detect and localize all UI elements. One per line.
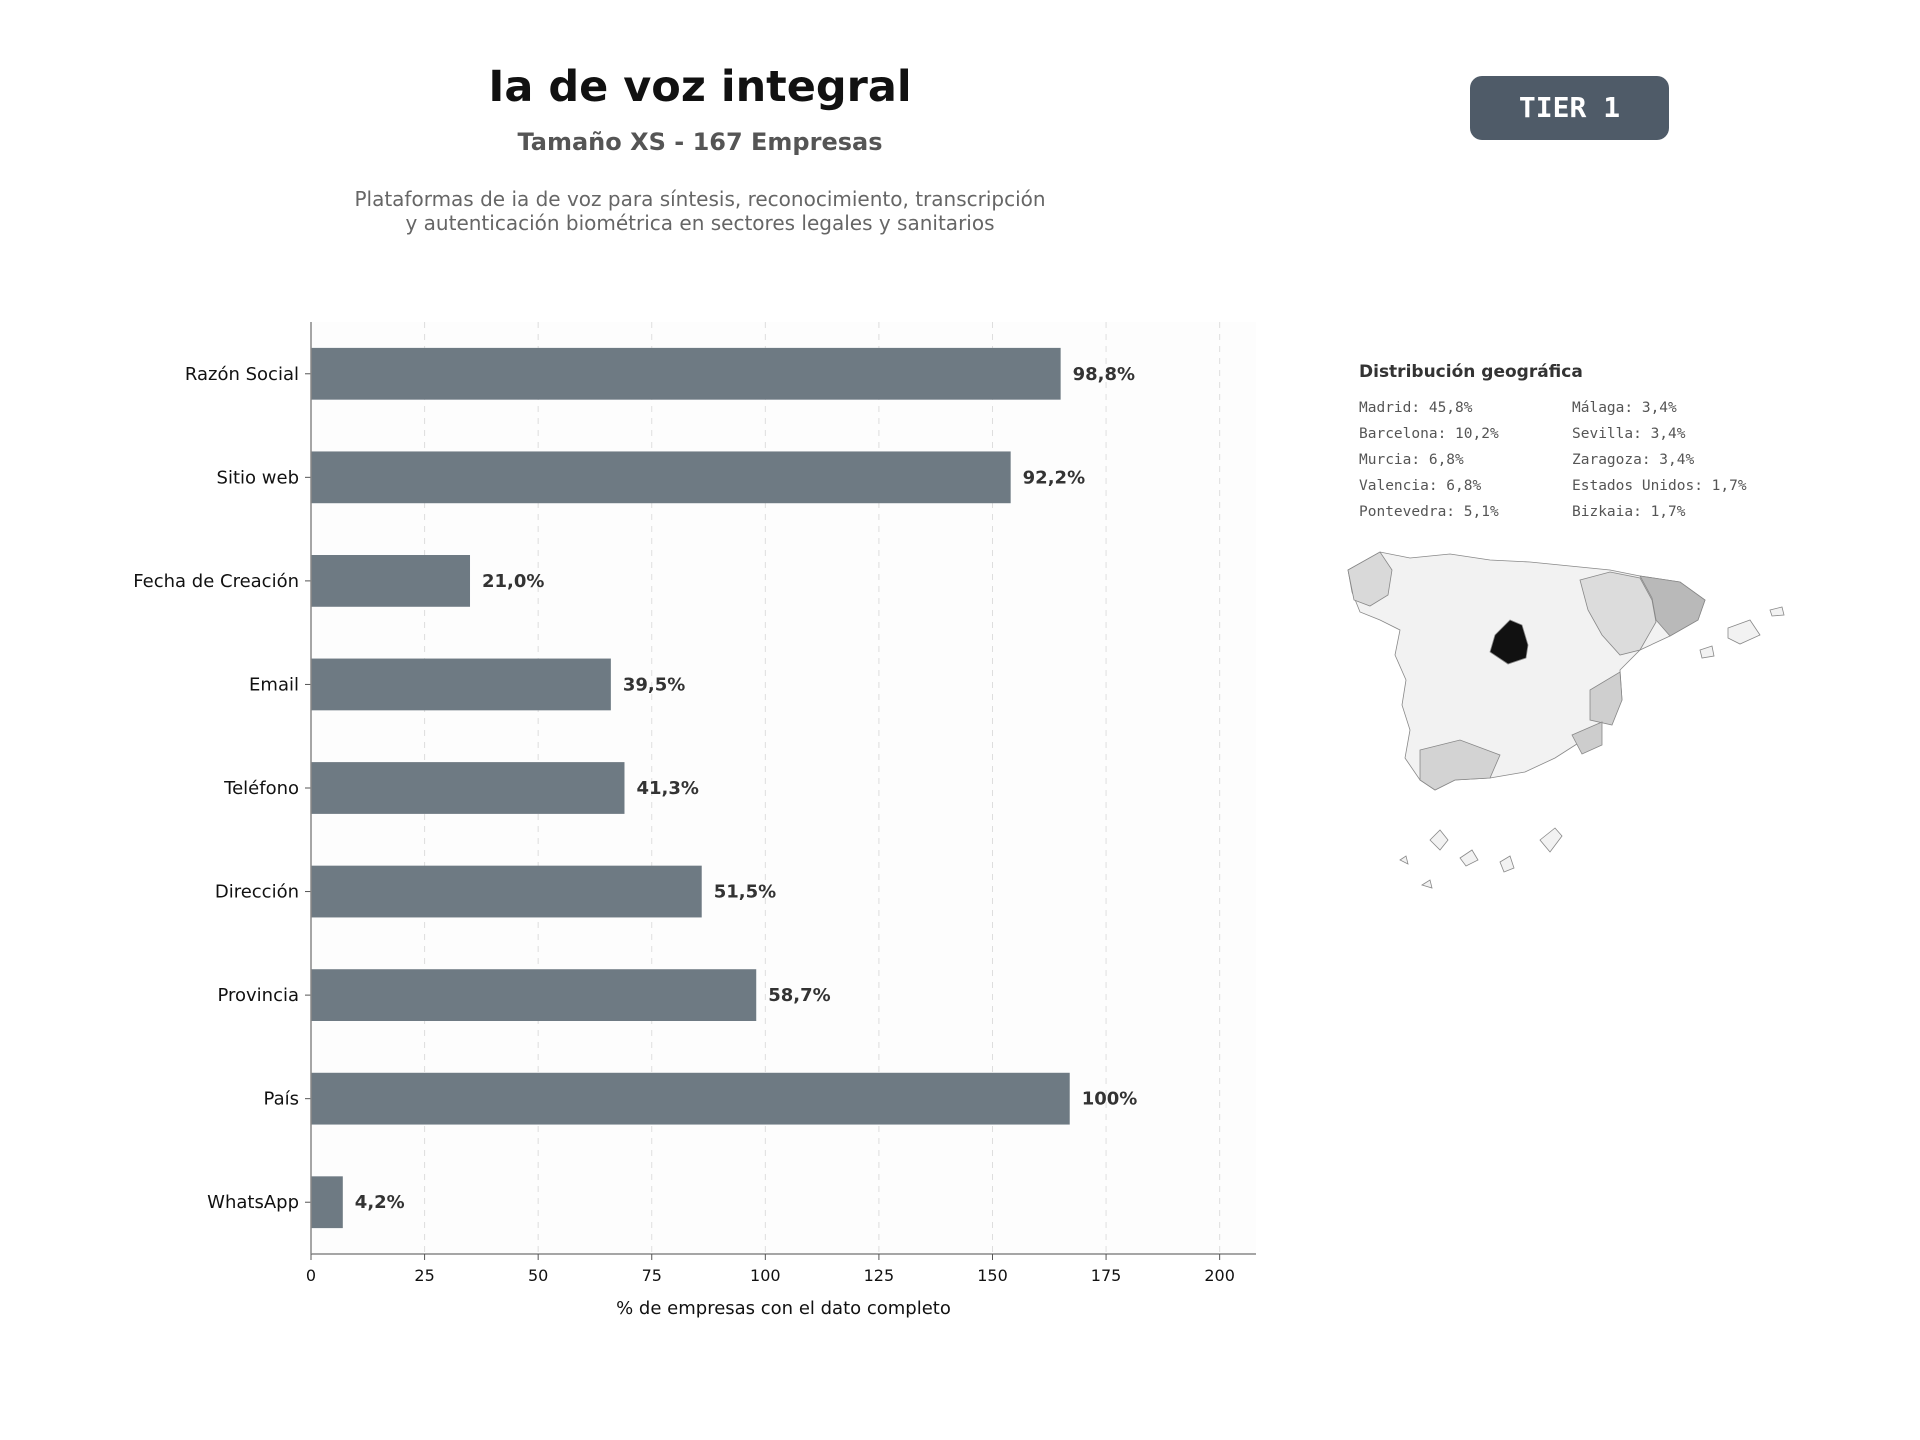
geo-entry: Zaragoza: 3,4% [1572,452,1695,468]
map-canary-islands [1399,827,1563,889]
category-label: Fecha de Creación [133,571,299,592]
map-region-murcia [1571,721,1603,755]
geo-entry: Estados Unidos: 1,7% [1572,478,1747,494]
x-tick-label: 125 [864,1266,895,1285]
data-label: 58,7% [768,985,830,1006]
geo-list-right: Málaga: 3,4% Sevilla: 3,4% Zaragoza: 3,4… [1572,398,1747,528]
x-tick-label: 175 [1091,1266,1122,1285]
x-tick-label: 100 [750,1266,781,1285]
map-balearic-islands [1699,606,1785,659]
x-axis-label: % de empresas con el dato completo [616,1298,951,1319]
bar [311,1072,1070,1125]
tier-badge: TIER 1 [1470,76,1669,140]
map-region-andalusia-west [1419,739,1501,791]
x-tick-label: 50 [528,1266,548,1285]
map-region-aragon [1579,571,1657,656]
data-label: 98,8% [1073,364,1135,385]
chart-subtitle: Tamaño XS - 167 Empresas [517,128,883,156]
spain-choropleth-map [1347,551,1785,889]
geo-entry: Murcia: 6,8% [1359,452,1464,468]
bar [311,658,611,711]
geo-entry: Sevilla: 3,4% [1572,426,1686,442]
category-label: Sitio web [217,467,299,488]
data-label: 92,2% [1023,467,1085,488]
bar [311,969,757,1021]
bar [311,347,1061,400]
map-regions [1347,551,1706,791]
description-line: Plataformas de ia de voz para síntesis, … [354,187,1046,211]
category-label: Provincia [217,985,299,1006]
category-label: Razón Social [185,364,299,385]
data-label: 39,5% [623,674,685,695]
geo-entry: Valencia: 6,8% [1359,478,1482,494]
x-tick-label: 150 [977,1266,1008,1285]
category-label: WhatsApp [207,1192,299,1213]
category-label: Email [249,674,299,695]
x-tick-label: 200 [1204,1266,1235,1285]
x-tick-label: 75 [642,1266,662,1285]
bar [311,762,625,814]
data-label: 21,0% [482,571,544,592]
chart-title: Ia de voz integral [488,62,912,112]
map-region-madrid [1489,619,1529,665]
map-islands [1399,606,1785,889]
data-label: 4,2% [355,1192,405,1213]
data-label: 51,5% [714,882,776,903]
data-label: 41,3% [636,778,698,799]
map-region-valencia [1589,671,1623,726]
bar [311,1176,343,1229]
geo-entry: Málaga: 3,4% [1572,400,1677,416]
geo-entry: Madrid: 45,8% [1359,400,1473,416]
map-region-galicia [1347,551,1393,607]
x-tick-label: 25 [414,1266,434,1285]
category-label: Dirección [215,882,299,903]
category-label: País [264,1089,299,1110]
description-line: y autenticación biométrica en sectores l… [405,211,995,235]
bar [311,451,1011,504]
bar [311,865,702,918]
geo-distribution-title: Distribución geográfica [1359,362,1583,382]
chart-description: Plataformas de ia de voz para síntesis, … [300,187,1100,235]
geo-entry: Barcelona: 10,2% [1359,426,1499,442]
x-tick-label: 0 [306,1266,316,1285]
data-label: 100% [1082,1089,1138,1110]
category-label: Teléfono [223,778,299,799]
geo-entry: Pontevedra: 5,1% [1359,504,1499,520]
bar [311,555,471,607]
geo-entry: Bizkaia: 1,7% [1572,504,1686,520]
geo-list-left: Madrid: 45,8% Barcelona: 10,2% Murcia: 6… [1359,398,1499,528]
